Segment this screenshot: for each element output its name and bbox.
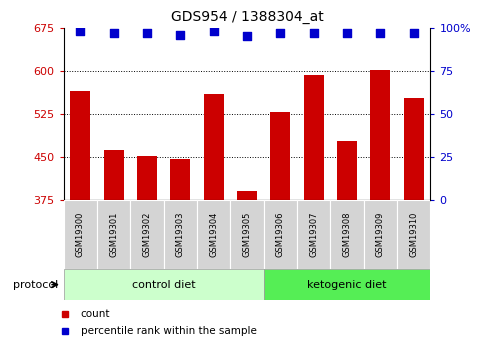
Bar <box>197 200 230 269</box>
Point <box>109 30 117 36</box>
Bar <box>270 112 290 345</box>
Bar <box>230 200 263 269</box>
Text: GSM19302: GSM19302 <box>142 212 151 257</box>
Text: GSM19304: GSM19304 <box>209 212 218 257</box>
Bar <box>203 94 223 345</box>
Bar <box>137 156 157 345</box>
Text: protocol: protocol <box>13 280 59 289</box>
Bar <box>103 150 123 345</box>
Text: GSM19308: GSM19308 <box>342 212 351 257</box>
Bar <box>403 98 423 345</box>
Text: control diet: control diet <box>131 280 195 289</box>
Text: GSM19305: GSM19305 <box>242 212 251 257</box>
Text: ketogenic diet: ketogenic diet <box>306 280 386 289</box>
Bar <box>369 70 389 345</box>
Bar <box>263 200 296 269</box>
Text: percentile rank within the sample: percentile rank within the sample <box>81 326 256 336</box>
Point <box>76 28 84 34</box>
Bar <box>130 200 163 269</box>
Point <box>176 32 184 37</box>
Point <box>409 30 417 36</box>
Bar <box>296 200 329 269</box>
Text: GSM19301: GSM19301 <box>109 212 118 257</box>
Point <box>209 28 217 34</box>
Bar <box>97 200 130 269</box>
Bar <box>363 200 396 269</box>
Title: GDS954 / 1388304_at: GDS954 / 1388304_at <box>170 10 323 24</box>
Bar <box>237 191 256 345</box>
Point <box>243 33 250 39</box>
Point <box>376 30 384 36</box>
Text: GSM19306: GSM19306 <box>275 212 284 257</box>
Point <box>309 30 317 36</box>
Text: GSM19309: GSM19309 <box>375 212 384 257</box>
Bar <box>170 159 190 345</box>
Text: GSM19307: GSM19307 <box>308 212 318 257</box>
Text: count: count <box>81 309 110 319</box>
Bar <box>303 75 323 345</box>
Bar <box>63 269 263 300</box>
Bar <box>70 91 90 345</box>
Text: GSM19310: GSM19310 <box>408 212 417 257</box>
Bar <box>263 269 429 300</box>
Text: GSM19303: GSM19303 <box>175 212 184 257</box>
Bar <box>329 200 363 269</box>
Bar <box>336 141 356 345</box>
Point <box>142 30 150 36</box>
Bar <box>396 200 429 269</box>
Bar <box>163 200 197 269</box>
Bar <box>63 200 97 269</box>
Point <box>343 30 350 36</box>
Point <box>276 30 284 36</box>
Text: GSM19300: GSM19300 <box>76 212 84 257</box>
